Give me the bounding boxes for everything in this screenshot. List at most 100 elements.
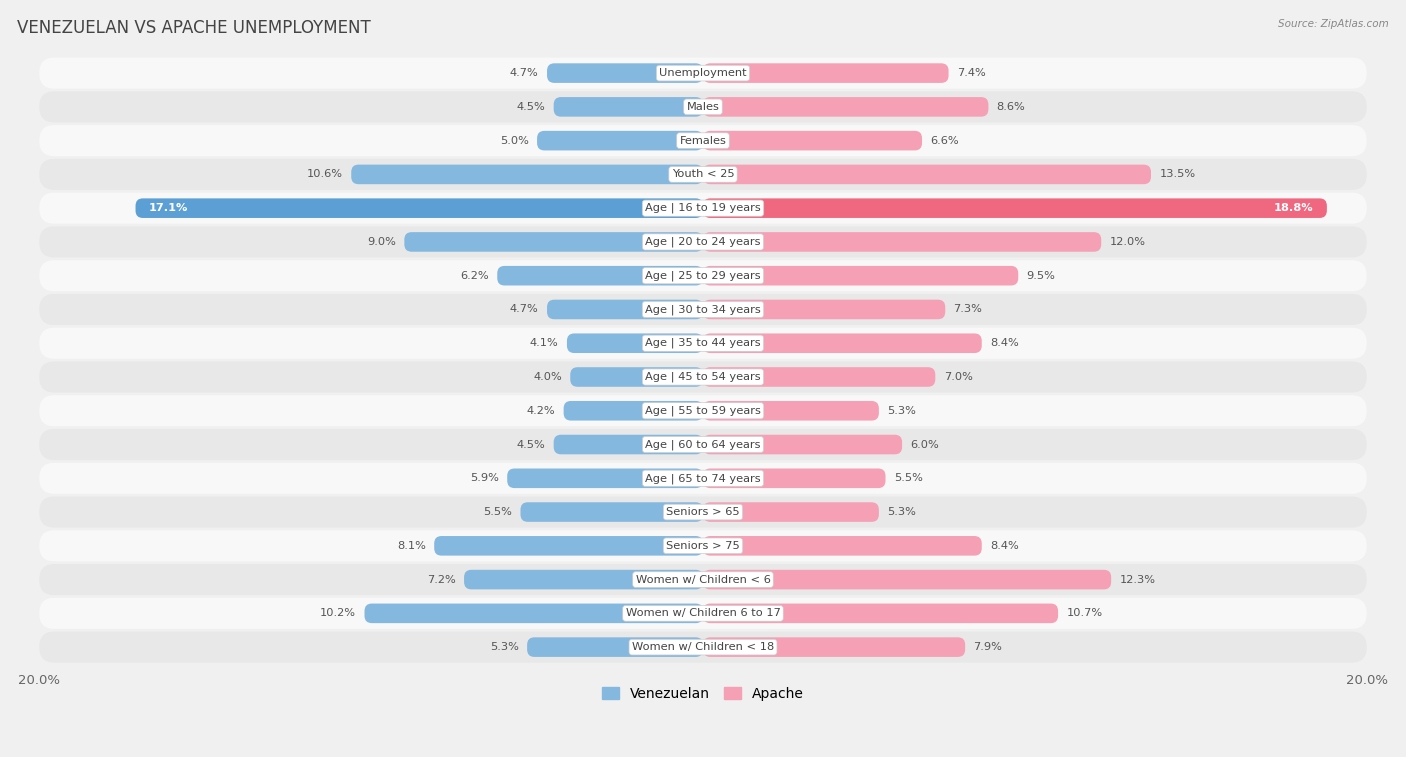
Text: Women w/ Children 6 to 17: Women w/ Children 6 to 17 <box>626 609 780 618</box>
Text: 5.0%: 5.0% <box>501 136 529 145</box>
Text: 4.0%: 4.0% <box>533 372 562 382</box>
FancyBboxPatch shape <box>39 294 1367 325</box>
Text: 7.3%: 7.3% <box>953 304 983 314</box>
FancyBboxPatch shape <box>703 131 922 151</box>
FancyBboxPatch shape <box>405 232 703 252</box>
Text: Youth < 25: Youth < 25 <box>672 170 734 179</box>
Text: Age | 55 to 59 years: Age | 55 to 59 years <box>645 406 761 416</box>
Text: 6.0%: 6.0% <box>911 440 939 450</box>
Legend: Venezuelan, Apache: Venezuelan, Apache <box>596 681 810 706</box>
Text: 4.1%: 4.1% <box>530 338 558 348</box>
FancyBboxPatch shape <box>703 367 935 387</box>
Text: 5.9%: 5.9% <box>470 473 499 483</box>
FancyBboxPatch shape <box>464 570 703 590</box>
Text: Age | 45 to 54 years: Age | 45 to 54 years <box>645 372 761 382</box>
Text: 18.8%: 18.8% <box>1274 203 1313 213</box>
FancyBboxPatch shape <box>703 401 879 421</box>
FancyBboxPatch shape <box>352 164 703 184</box>
FancyBboxPatch shape <box>527 637 703 657</box>
FancyBboxPatch shape <box>498 266 703 285</box>
FancyBboxPatch shape <box>554 97 703 117</box>
Text: 7.2%: 7.2% <box>427 575 456 584</box>
FancyBboxPatch shape <box>554 435 703 454</box>
FancyBboxPatch shape <box>547 300 703 319</box>
FancyBboxPatch shape <box>508 469 703 488</box>
FancyBboxPatch shape <box>39 328 1367 359</box>
Text: 10.7%: 10.7% <box>1066 609 1102 618</box>
Text: 5.3%: 5.3% <box>887 406 917 416</box>
FancyBboxPatch shape <box>39 497 1367 528</box>
Text: Seniors > 75: Seniors > 75 <box>666 540 740 551</box>
FancyBboxPatch shape <box>703 603 1059 623</box>
FancyBboxPatch shape <box>39 260 1367 291</box>
FancyBboxPatch shape <box>39 58 1367 89</box>
Text: 13.5%: 13.5% <box>1160 170 1195 179</box>
FancyBboxPatch shape <box>39 598 1367 629</box>
Text: 10.6%: 10.6% <box>307 170 343 179</box>
FancyBboxPatch shape <box>547 64 703 83</box>
Text: Age | 25 to 29 years: Age | 25 to 29 years <box>645 270 761 281</box>
FancyBboxPatch shape <box>39 531 1367 562</box>
Text: Females: Females <box>679 136 727 145</box>
FancyBboxPatch shape <box>571 367 703 387</box>
FancyBboxPatch shape <box>39 564 1367 595</box>
Text: 4.5%: 4.5% <box>516 440 546 450</box>
Text: 4.2%: 4.2% <box>527 406 555 416</box>
Text: 8.4%: 8.4% <box>990 540 1019 551</box>
Text: 8.4%: 8.4% <box>990 338 1019 348</box>
FancyBboxPatch shape <box>703 570 1111 590</box>
FancyBboxPatch shape <box>39 361 1367 393</box>
Text: Males: Males <box>686 102 720 112</box>
Text: Seniors > 65: Seniors > 65 <box>666 507 740 517</box>
Text: 4.7%: 4.7% <box>510 68 538 78</box>
Text: 6.2%: 6.2% <box>460 271 489 281</box>
FancyBboxPatch shape <box>520 502 703 522</box>
Text: Women w/ Children < 18: Women w/ Children < 18 <box>631 642 775 652</box>
Text: 9.0%: 9.0% <box>367 237 396 247</box>
Text: 7.4%: 7.4% <box>957 68 986 78</box>
Text: 5.3%: 5.3% <box>887 507 917 517</box>
FancyBboxPatch shape <box>703 198 1327 218</box>
FancyBboxPatch shape <box>703 469 886 488</box>
FancyBboxPatch shape <box>135 198 703 218</box>
Text: 8.6%: 8.6% <box>997 102 1025 112</box>
Text: Age | 60 to 64 years: Age | 60 to 64 years <box>645 439 761 450</box>
Text: 6.6%: 6.6% <box>931 136 959 145</box>
FancyBboxPatch shape <box>703 64 949 83</box>
Text: 10.2%: 10.2% <box>321 609 356 618</box>
FancyBboxPatch shape <box>39 192 1367 224</box>
Text: 7.9%: 7.9% <box>973 642 1002 652</box>
FancyBboxPatch shape <box>703 97 988 117</box>
Text: 5.3%: 5.3% <box>489 642 519 652</box>
FancyBboxPatch shape <box>703 502 879 522</box>
Text: Age | 20 to 24 years: Age | 20 to 24 years <box>645 237 761 248</box>
FancyBboxPatch shape <box>567 333 703 353</box>
FancyBboxPatch shape <box>39 395 1367 426</box>
Text: Age | 16 to 19 years: Age | 16 to 19 years <box>645 203 761 213</box>
Text: 4.5%: 4.5% <box>516 102 546 112</box>
FancyBboxPatch shape <box>39 631 1367 662</box>
FancyBboxPatch shape <box>703 164 1152 184</box>
FancyBboxPatch shape <box>39 125 1367 156</box>
Text: 5.5%: 5.5% <box>484 507 512 517</box>
FancyBboxPatch shape <box>703 435 903 454</box>
FancyBboxPatch shape <box>39 429 1367 460</box>
FancyBboxPatch shape <box>564 401 703 421</box>
FancyBboxPatch shape <box>39 463 1367 494</box>
FancyBboxPatch shape <box>39 159 1367 190</box>
Text: Source: ZipAtlas.com: Source: ZipAtlas.com <box>1278 19 1389 29</box>
Text: 17.1%: 17.1% <box>149 203 188 213</box>
FancyBboxPatch shape <box>434 536 703 556</box>
Text: 7.0%: 7.0% <box>943 372 973 382</box>
FancyBboxPatch shape <box>703 333 981 353</box>
Text: Women w/ Children < 6: Women w/ Children < 6 <box>636 575 770 584</box>
FancyBboxPatch shape <box>39 226 1367 257</box>
Text: 8.1%: 8.1% <box>396 540 426 551</box>
Text: Age | 30 to 34 years: Age | 30 to 34 years <box>645 304 761 315</box>
FancyBboxPatch shape <box>703 637 965 657</box>
FancyBboxPatch shape <box>537 131 703 151</box>
Text: 5.5%: 5.5% <box>894 473 922 483</box>
Text: Age | 65 to 74 years: Age | 65 to 74 years <box>645 473 761 484</box>
FancyBboxPatch shape <box>703 266 1018 285</box>
FancyBboxPatch shape <box>39 92 1367 123</box>
